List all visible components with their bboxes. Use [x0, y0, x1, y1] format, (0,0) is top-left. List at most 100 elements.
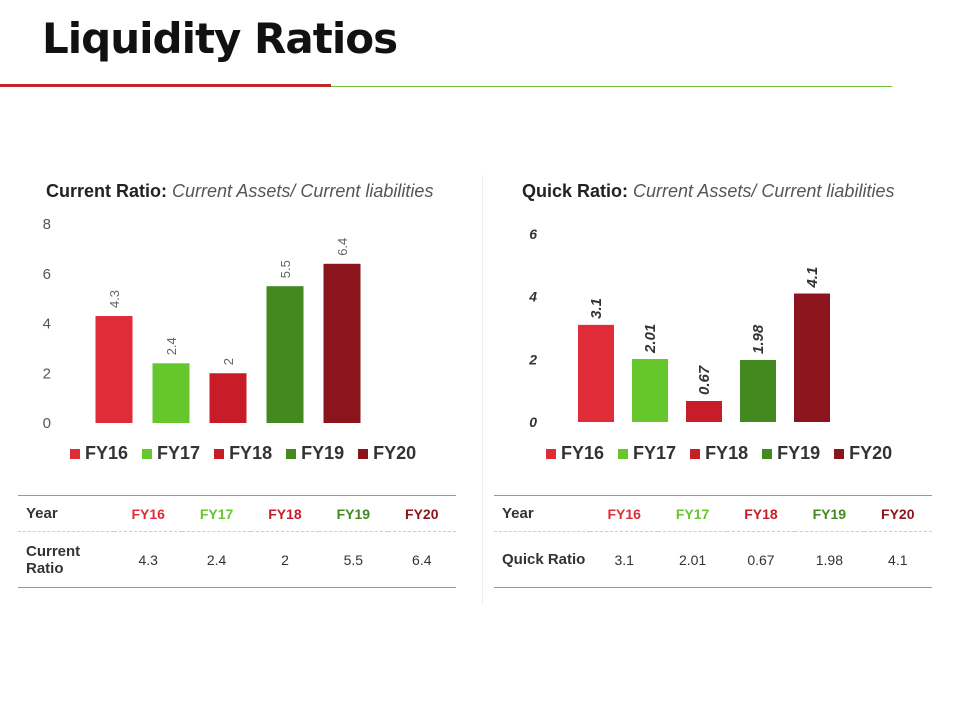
current-ratio-title-bold: Current Ratio:: [46, 181, 167, 201]
legend-item-fy16: FY16: [546, 443, 604, 464]
data-label-fy20: 4.1: [804, 267, 821, 289]
legend-swatch: [690, 448, 701, 459]
bar-fy18: [686, 401, 722, 422]
cell-fy18: 2: [250, 531, 320, 588]
cell-fy17: 2.4: [182, 531, 251, 588]
quick-ratio-table: Year FY16 FY17 FY18 FY19 FY20 Quick Rati…: [494, 495, 932, 588]
bar-fy20: [323, 263, 361, 423]
y-tick-label: 8: [43, 216, 51, 233]
legend-label: FY17: [157, 443, 201, 463]
bar-fy19: [266, 286, 304, 423]
table-header-row: Year FY16 FY17 FY18 FY19 FY20: [494, 495, 932, 532]
data-label-fy20: 6.4: [335, 238, 350, 256]
bar-fy19: [740, 359, 776, 422]
bar-fy16: [578, 324, 614, 422]
legend-item-fy18: FY18: [214, 443, 272, 464]
table-header-row: Year FY16 FY17 FY18 FY19 FY20: [18, 495, 456, 532]
cell-fy16: 3.1: [590, 531, 659, 588]
column-header-fy19: FY19: [319, 495, 388, 532]
legend-swatch: [70, 448, 80, 459]
row-label-current-ratio: Current Ratio: [18, 531, 114, 588]
column-header-fy18: FY18: [250, 495, 320, 532]
column-header-fy18: FY18: [726, 495, 796, 532]
current-ratio-chart-title: Current Ratio: Current Assets/ Current l…: [46, 181, 433, 202]
legend-swatch: [762, 448, 773, 459]
y-tick-label: 0: [43, 415, 51, 432]
quick-ratio-legend: FY16 FY17 FY18 FY19 FY20: [546, 443, 892, 464]
page-title: Liquidity Ratios: [42, 14, 398, 63]
legend-label: FY16: [85, 443, 129, 463]
legend-swatch: [618, 448, 629, 459]
cell-fy16: 4.3: [114, 531, 183, 588]
table-row: Current Ratio 4.3 2.4 2 5.5 6.4: [18, 531, 456, 588]
legend-swatch: [834, 448, 845, 459]
y-tick-label: 4: [528, 289, 537, 305]
quick-ratio-title-formula: Current Assets/ Current liabilities: [633, 181, 895, 201]
legend-label: FY18: [229, 443, 273, 463]
y-tick-label: 2: [43, 365, 51, 382]
current-ratio-legend: FY16 FY17 FY18 FY19 FY20: [70, 443, 416, 464]
data-label-fy17: 2.4: [164, 337, 179, 355]
data-label-fy18: 0.67: [696, 365, 713, 395]
row-label-quick-ratio: Quick Ratio: [494, 531, 590, 588]
data-label-fy18: 2: [221, 358, 236, 365]
year-header-label: Year: [18, 495, 114, 532]
column-header-fy16: FY16: [590, 495, 659, 532]
y-tick-label: 0: [529, 414, 537, 430]
legend-swatch: [546, 448, 556, 459]
quick-ratio-chart-title: Quick Ratio: Current Assets/ Current lia…: [522, 181, 894, 202]
legend-label: FY20: [373, 443, 417, 463]
y-tick-label: 6: [43, 266, 51, 283]
legend-swatch: [286, 448, 297, 459]
data-label-fy16: 3.1: [588, 298, 605, 319]
panel-divider: [482, 175, 483, 605]
bar-fy16: [95, 316, 133, 423]
title-underline-green: [331, 86, 892, 87]
legend-item-fy20: FY20: [834, 443, 892, 464]
current-ratio-title-formula: Current Assets/ Current liabilities: [172, 181, 434, 201]
quick-ratio-bar-chart: 0 2 4 6 3.1 2.01 0.67 1.98 4.1: [528, 226, 830, 430]
column-header-fy17: FY17: [182, 495, 251, 532]
cell-fy20: 4.1: [863, 531, 932, 588]
y-tick-label: 2: [528, 351, 537, 367]
legend-item-fy17: FY17: [618, 443, 676, 464]
legend-label: FY17: [633, 443, 677, 463]
year-header-label: Year: [494, 495, 590, 532]
legend-swatch: [358, 448, 369, 459]
y-tick-label: 6: [529, 226, 537, 242]
legend-swatch: [142, 448, 153, 459]
legend-item-fy19: FY19: [286, 443, 344, 464]
cell-fy19: 5.5: [319, 531, 388, 588]
data-label-fy17: 2.01: [642, 324, 659, 354]
bar-fy17: [632, 359, 668, 422]
legend-label: FY20: [849, 443, 893, 463]
cell-fy19: 1.98: [795, 531, 864, 588]
bar-fy18: [209, 373, 247, 423]
cell-fy17: 2.01: [658, 531, 727, 588]
legend-swatch: [214, 448, 225, 459]
legend-label: FY19: [777, 443, 821, 463]
quick-ratio-title-bold: Quick Ratio:: [522, 181, 629, 201]
cell-fy20: 6.4: [387, 531, 456, 588]
current-ratio-table: Year FY16 FY17 FY18 FY19 FY20 Current Ra…: [18, 495, 456, 588]
column-header-fy20: FY20: [863, 495, 932, 532]
legend-label: FY19: [301, 443, 345, 463]
cell-fy18: 0.67: [726, 531, 796, 588]
column-header-fy20: FY20: [387, 495, 456, 532]
quick-ratio-panel: Quick Ratio: Current Assets/ Current lia…: [494, 178, 944, 598]
bar-fy17: [152, 363, 190, 423]
bar-fy20: [794, 293, 830, 422]
y-tick-label: 4: [43, 316, 51, 333]
current-ratio-bar-chart: 0 2 4 6 8 4.3 2.4 2 5.5 6.4: [43, 216, 361, 432]
legend-label: FY18: [705, 443, 749, 463]
column-header-fy19: FY19: [795, 495, 864, 532]
legend-item-fy17: FY17: [142, 443, 200, 464]
legend-item-fy19: FY19: [762, 443, 820, 464]
legend-item-fy18: FY18: [690, 443, 748, 464]
legend-label: FY16: [561, 443, 605, 463]
legend-item-fy20: FY20: [358, 443, 416, 464]
column-header-fy17: FY17: [658, 495, 727, 532]
table-row: Quick Ratio 3.1 2.01 0.67 1.98 4.1: [494, 531, 932, 588]
current-ratio-panel: Current Ratio: Current Assets/ Current l…: [18, 178, 468, 598]
data-label-fy16: 4.3: [107, 290, 122, 308]
